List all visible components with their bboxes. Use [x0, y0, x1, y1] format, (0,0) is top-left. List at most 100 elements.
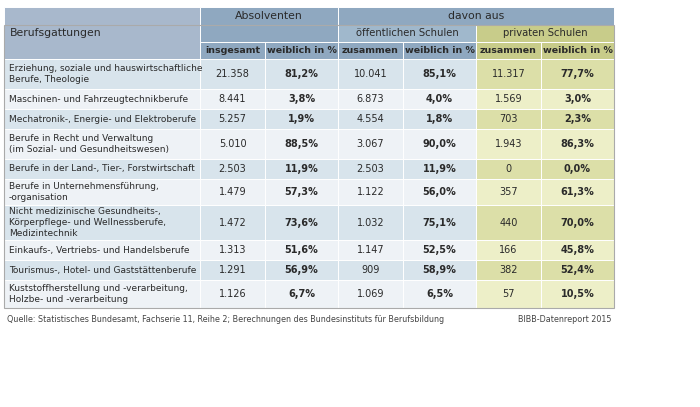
Text: zusammen: zusammen: [342, 46, 399, 55]
Bar: [200, 109, 265, 129]
Bar: [338, 109, 403, 129]
Text: 4,0%: 4,0%: [426, 94, 453, 104]
Text: 6,5%: 6,5%: [426, 289, 453, 299]
Bar: [541, 260, 614, 280]
Bar: [403, 42, 476, 59]
Text: weiblich in %: weiblich in %: [267, 46, 337, 55]
Bar: [338, 89, 403, 109]
Bar: [338, 179, 403, 205]
Text: 0: 0: [505, 164, 512, 174]
Text: 75,1%: 75,1%: [423, 217, 456, 228]
Text: 1.472: 1.472: [218, 217, 246, 228]
Bar: [541, 159, 614, 179]
Text: 703: 703: [499, 114, 518, 124]
Bar: [265, 240, 338, 260]
Bar: [403, 109, 476, 129]
Text: 3,0%: 3,0%: [564, 94, 591, 104]
Bar: [4, 280, 200, 308]
Bar: [265, 159, 338, 179]
Bar: [403, 89, 476, 109]
Bar: [265, 179, 338, 205]
Text: 5.257: 5.257: [218, 114, 246, 124]
Bar: [265, 59, 338, 89]
Text: Maschinen- und Fahrzeugtechnikberufe: Maschinen- und Fahrzeugtechnikberufe: [9, 94, 188, 103]
Bar: [403, 280, 476, 308]
Bar: [476, 25, 614, 42]
Bar: [541, 59, 614, 89]
Bar: [200, 25, 338, 42]
Text: 52,4%: 52,4%: [561, 265, 594, 275]
Text: 3.067: 3.067: [357, 139, 384, 149]
Bar: [338, 159, 403, 179]
Text: Einkaufs-, Vertriebs- und Handelsberufe: Einkaufs-, Vertriebs- und Handelsberufe: [9, 245, 190, 254]
Bar: [476, 205, 541, 240]
Text: Tourismus-, Hotel- und Gaststättenberufe: Tourismus-, Hotel- und Gaststättenberufe: [9, 265, 197, 274]
Bar: [338, 240, 403, 260]
Text: Nicht medizinische Gesundheits-,
Körperpflege- und Wellnessberufe,
Medizintechni: Nicht medizinische Gesundheits-, Körperp…: [9, 207, 166, 238]
Bar: [476, 59, 541, 89]
Bar: [200, 7, 338, 25]
Text: Berufe in der Land-, Tier-, Forstwirtschaft: Berufe in der Land-, Tier-, Forstwirtsch…: [9, 164, 195, 173]
Text: 77,7%: 77,7%: [561, 69, 594, 79]
Bar: [476, 240, 541, 260]
Bar: [200, 59, 265, 89]
Text: 73,6%: 73,6%: [285, 217, 318, 228]
Bar: [476, 129, 541, 159]
Text: insgesamt: insgesamt: [205, 46, 260, 55]
Bar: [476, 179, 541, 205]
Text: 1.313: 1.313: [218, 245, 246, 255]
Bar: [200, 42, 265, 59]
Text: 58,9%: 58,9%: [423, 265, 456, 275]
Text: 11.317: 11.317: [491, 69, 526, 79]
Text: 1.126: 1.126: [218, 289, 246, 299]
Bar: [4, 89, 200, 109]
Text: 88,5%: 88,5%: [284, 139, 319, 149]
Text: Quelle: Statistisches Bundesamt, Fachserie 11, Reihe 2; Berechnungen des Bundesi: Quelle: Statistisches Bundesamt, Fachser…: [7, 315, 444, 324]
Bar: [403, 159, 476, 179]
Text: 90,0%: 90,0%: [423, 139, 456, 149]
Bar: [4, 159, 200, 179]
Bar: [4, 260, 200, 280]
Text: 1.122: 1.122: [356, 187, 384, 197]
Text: 2,3%: 2,3%: [564, 114, 591, 124]
Bar: [476, 109, 541, 129]
Text: 8.441: 8.441: [218, 94, 246, 104]
Bar: [476, 159, 541, 179]
Text: 1.943: 1.943: [495, 139, 522, 149]
Bar: [265, 205, 338, 240]
Text: 56,0%: 56,0%: [423, 187, 456, 197]
Bar: [541, 109, 614, 129]
Bar: [541, 280, 614, 308]
Text: 1.291: 1.291: [218, 265, 246, 275]
Bar: [200, 260, 265, 280]
Bar: [200, 205, 265, 240]
Text: 70,0%: 70,0%: [561, 217, 594, 228]
Text: 1,9%: 1,9%: [288, 114, 315, 124]
Bar: [338, 129, 403, 159]
Bar: [541, 42, 614, 59]
Bar: [476, 89, 541, 109]
Bar: [265, 42, 338, 59]
Bar: [403, 179, 476, 205]
Bar: [541, 179, 614, 205]
Bar: [403, 240, 476, 260]
Text: 382: 382: [499, 265, 518, 275]
Bar: [476, 260, 541, 280]
Text: 440: 440: [499, 217, 518, 228]
Bar: [200, 240, 265, 260]
Text: davon aus: davon aus: [448, 11, 504, 21]
Text: 51,6%: 51,6%: [285, 245, 318, 255]
Bar: [338, 205, 403, 240]
Text: 2.503: 2.503: [356, 164, 384, 174]
Text: Berufe in Unternehmensführung,
-organisation: Berufe in Unternehmensführung, -organisa…: [9, 182, 159, 202]
Bar: [200, 179, 265, 205]
Bar: [338, 25, 476, 42]
Text: 5.010: 5.010: [218, 139, 246, 149]
Bar: [265, 129, 338, 159]
Bar: [541, 205, 614, 240]
Bar: [338, 280, 403, 308]
Text: 10,5%: 10,5%: [561, 289, 594, 299]
Bar: [265, 89, 338, 109]
Bar: [4, 179, 200, 205]
Text: Erziehung, soziale und hauswirtschaftliche
Berufe, Theologie: Erziehung, soziale und hauswirtschaftlic…: [9, 64, 202, 84]
